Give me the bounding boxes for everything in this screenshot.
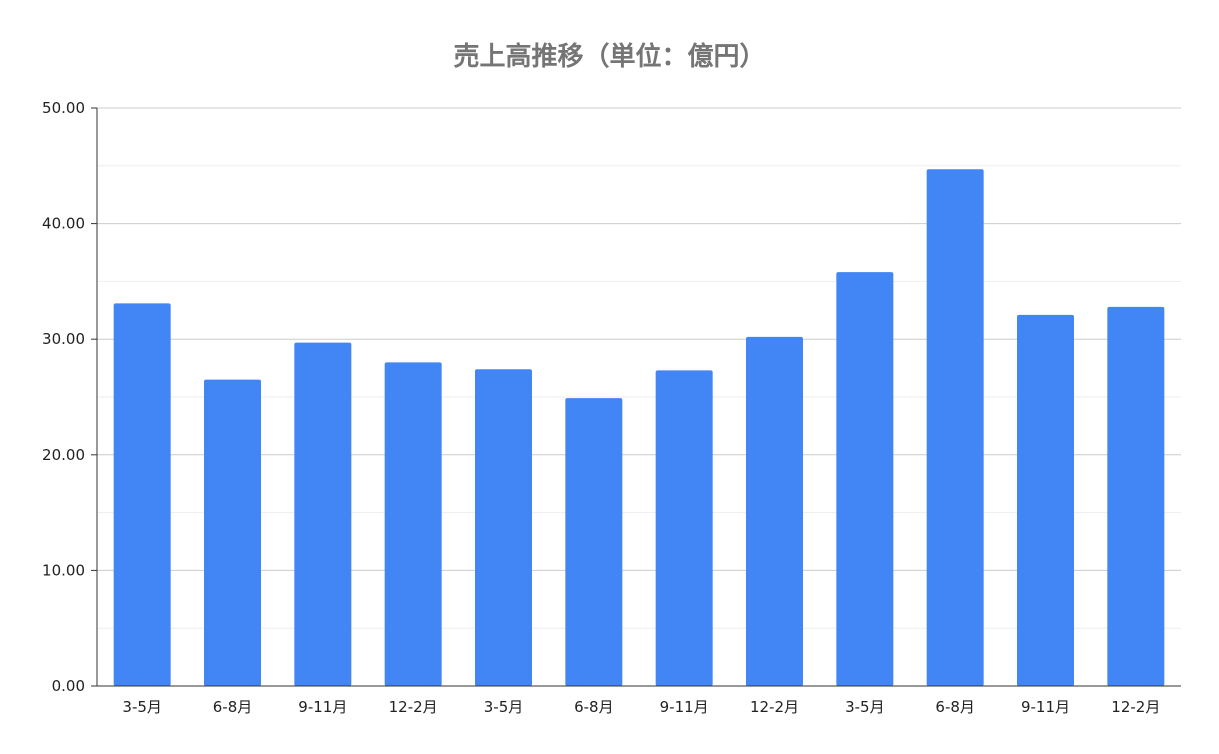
bar	[384, 362, 442, 686]
x-tick-label: 9-11月	[660, 698, 709, 716]
axis-layer	[91, 107, 1181, 687]
bar	[475, 369, 532, 686]
bar	[113, 303, 171, 686]
y-tick-label: 30.00	[42, 330, 85, 348]
y-tick-label: 20.00	[42, 446, 85, 464]
x-tick-label: 6-8月	[574, 698, 614, 716]
bar	[926, 169, 984, 686]
x-tick-label: 9-11月	[1021, 698, 1070, 716]
bar	[565, 398, 623, 686]
x-tick-label: 3-5月	[845, 698, 885, 716]
label-layer: 0.00 10.00 20.00 30.00 40.00 50.00 3-5月 6-8月 9-1…	[42, 99, 1160, 716]
bar	[655, 370, 713, 686]
bar	[1107, 306, 1165, 686]
bar	[836, 272, 894, 686]
x-tick-label: 6-8月	[213, 698, 253, 716]
y-tick-label: 10.00	[42, 561, 85, 579]
bar-layer	[113, 169, 1165, 686]
y-tick-label: 50.00	[42, 99, 85, 117]
bar	[1017, 314, 1074, 686]
bar	[294, 342, 352, 686]
x-tick-label: 6-8月	[935, 698, 975, 716]
bar	[204, 379, 261, 686]
x-tick-label: 9-11月	[298, 698, 347, 716]
x-tick-label: 12-2月	[1111, 698, 1160, 716]
x-tick-label: 12-2月	[389, 698, 438, 716]
bar	[746, 336, 803, 686]
x-tick-label: 3-5月	[122, 698, 162, 716]
y-tick-label: 0.00	[52, 677, 85, 695]
grid-layer	[97, 107, 1181, 629]
x-tick-label: 12-2月	[750, 698, 799, 716]
x-tick-label: 3-5月	[484, 698, 524, 716]
y-tick-label: 40.00	[42, 215, 85, 233]
chart-title: 売上高推移（単位：億円）	[453, 42, 766, 72]
